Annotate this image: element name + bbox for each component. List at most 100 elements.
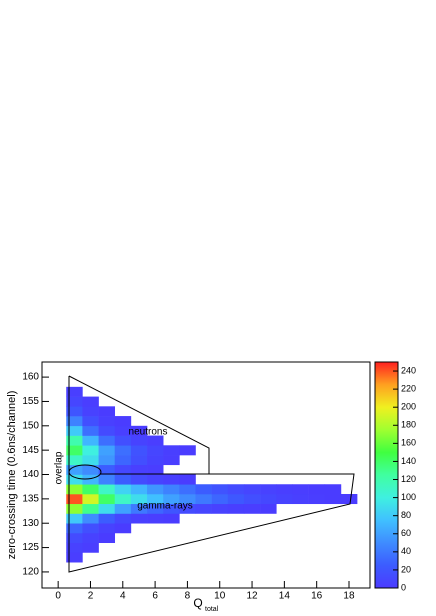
heatmap-cell [82, 474, 99, 485]
heatmap-cell [130, 445, 148, 456]
heatmap-cell [131, 533, 147, 543]
heatmap-cell [292, 426, 308, 436]
x-tick-label: 4 [120, 591, 126, 602]
heatmap-cell [131, 387, 147, 397]
heatmap-cell [292, 465, 308, 475]
heatmap-cell [195, 475, 211, 485]
y-tick-label: 160 [22, 372, 39, 383]
colorbar-tick-label: 180 [401, 420, 416, 430]
heatmap-cell [66, 503, 83, 514]
heatmap-cell [130, 513, 148, 524]
heatmap-cell [131, 397, 147, 407]
heatmap-cell [212, 455, 228, 465]
heatmap-cell [195, 523, 211, 533]
heatmap-cell [179, 552, 195, 562]
heatmap-cell [130, 455, 148, 466]
heatmap-cell [244, 513, 260, 523]
heatmap-cell [228, 445, 244, 455]
heatmap-cell [179, 455, 195, 465]
heatmap-cell [309, 455, 325, 465]
heatmap-cell [341, 484, 357, 494]
heatmap-cell [82, 445, 99, 456]
heatmap-cell [179, 406, 195, 416]
y-tick-label: 130 [22, 518, 39, 529]
heatmap-cell [212, 523, 228, 533]
heatmap-cell [179, 416, 195, 426]
heatmap-cell [82, 464, 99, 475]
heatmap-cell [212, 406, 228, 416]
y-tick-label: 125 [22, 542, 39, 553]
heatmap-cell [147, 513, 164, 524]
heatmap-cell [212, 475, 228, 485]
heatmap-cell [276, 533, 292, 543]
heatmap-cell [179, 377, 195, 387]
heatmap-cell [228, 465, 244, 475]
heatmap-cell [195, 397, 211, 407]
heatmap-cell [228, 397, 244, 407]
heatmap-cell [325, 416, 341, 426]
heatmap-cell [260, 484, 277, 495]
heatmap-cell [195, 552, 211, 562]
heatmap-cell [244, 465, 260, 475]
heatmap-cell [228, 543, 244, 553]
heatmap-cell [292, 504, 308, 514]
heatmap-cell [114, 464, 132, 475]
heatmap-cell [212, 543, 228, 553]
heatmap-cell [212, 513, 228, 523]
heatmap-cell [195, 406, 211, 416]
heatmap-cell [309, 562, 325, 572]
x-tick-label: 12 [246, 591, 258, 602]
heatmap-cell [276, 416, 292, 426]
heatmap-cell [341, 533, 357, 543]
heatmap-cell [276, 475, 292, 485]
heatmap-cell [276, 377, 292, 387]
heatmap-cell [228, 436, 244, 446]
heatmap-cell [260, 503, 277, 514]
heatmap-cell [292, 552, 308, 562]
heatmap-cell [147, 464, 164, 475]
heatmap-cell [243, 484, 261, 495]
x-tick-label: 10 [214, 591, 226, 602]
heatmap-cell [309, 416, 325, 426]
heatmap-cell [98, 532, 116, 544]
heatmap-cell [341, 426, 357, 436]
heatmap-cell [325, 533, 341, 543]
colorbar-tick-label: 0 [401, 582, 406, 592]
heatmap-cell [309, 552, 325, 562]
heatmap-cell [147, 503, 164, 514]
heatmap-cell [276, 552, 292, 562]
heatmap-cell [66, 445, 83, 456]
colorbar [374, 361, 399, 589]
heatmap-cell [341, 513, 357, 523]
colorbar-tick-label: 240 [401, 365, 416, 375]
heatmap-cell [98, 455, 116, 466]
heatmap-cell [163, 455, 180, 466]
heatmap-cell [179, 465, 195, 475]
heatmap-cell [99, 562, 115, 572]
heatmap-cell [212, 426, 228, 436]
heatmap-cell [114, 513, 132, 524]
heatmap-cell [341, 377, 357, 387]
heatmap-cell [82, 406, 99, 417]
heatmap-cell [130, 484, 148, 495]
colorbar-tick-label: 100 [401, 492, 416, 502]
heatmap-cell [66, 425, 83, 436]
heatmap-cell [324, 484, 342, 495]
heatmap-cell [325, 562, 341, 572]
heatmap-cell [147, 377, 163, 387]
heatmap-cell [212, 445, 228, 455]
heatmap-cell [260, 562, 276, 572]
x-tick-label: 18 [343, 591, 355, 602]
heatmap-cell [292, 377, 308, 387]
heatmap-cell [309, 533, 325, 543]
heatmap-cell [325, 504, 341, 514]
heatmap-cell [98, 425, 116, 436]
heatmap-cell [260, 465, 276, 475]
colorbar-tick-label: 80 [401, 510, 411, 520]
heatmap-cell [228, 406, 244, 416]
heatmap-cell [341, 552, 357, 562]
heatmap-cell [276, 387, 292, 397]
x-tick-label: 8 [185, 591, 191, 602]
heatmap-cell [341, 523, 357, 533]
